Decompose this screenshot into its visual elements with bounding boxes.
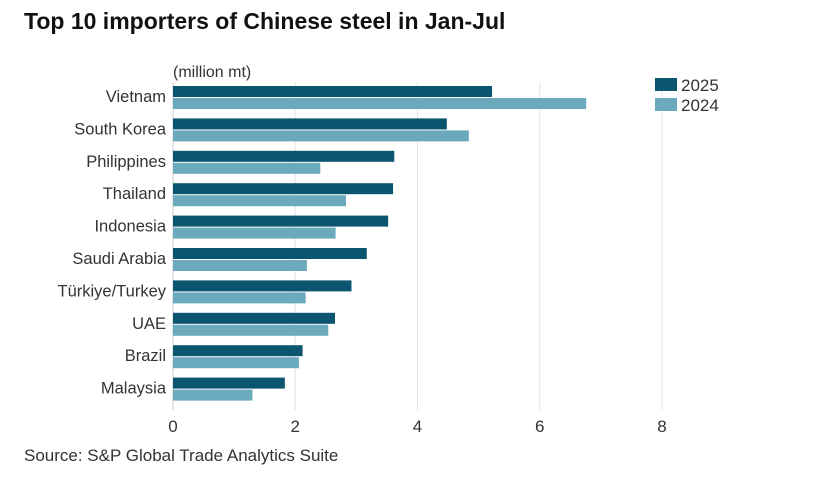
category-label: Brazil: [125, 347, 166, 365]
x-tick-label: 6: [535, 417, 544, 436]
legend-label: 2024: [681, 96, 719, 115]
bar-2025: [173, 248, 367, 259]
category-label: Vietnam: [106, 88, 166, 106]
unit-label: (million mt): [173, 64, 251, 81]
x-tick-label: 0: [168, 417, 177, 436]
category-label: Thailand: [103, 185, 166, 203]
legend-label: 2025: [681, 76, 719, 95]
bar-2024: [173, 292, 306, 304]
source-note: Source: S&P Global Trade Analytics Suite: [24, 446, 339, 465]
x-tick-label: 4: [413, 417, 422, 436]
bar-2025: [173, 345, 303, 357]
x-tick-label: 2: [291, 417, 300, 436]
bar-2025: [173, 86, 493, 97]
bar-2025: [173, 215, 389, 227]
bar-2024: [173, 227, 336, 239]
category-label: Indonesia: [94, 218, 166, 236]
category-label: UAE: [132, 315, 166, 333]
category-label: Türkiye/Turkey: [58, 282, 167, 300]
bar-2025: [173, 150, 395, 162]
bar-2025: [173, 183, 394, 195]
bar-2024: [173, 162, 321, 174]
bar-2025: [173, 118, 447, 130]
bar-2024: [173, 130, 469, 142]
category-label: South Korea: [74, 120, 167, 138]
bar-2024: [173, 324, 329, 336]
legend-swatch-2025: [655, 78, 677, 91]
bar-2024: [173, 357, 299, 369]
bar-2025: [173, 280, 352, 292]
x-tick-label: 8: [657, 417, 666, 436]
bar-2024: [173, 389, 253, 401]
bar-2025: [173, 312, 335, 324]
bar-2025: [173, 377, 285, 389]
category-label: Malaysia: [101, 380, 167, 398]
category-label: Philippines: [86, 153, 166, 171]
chart-title: Top 10 importers of Chinese steel in Jan…: [24, 8, 506, 34]
category-label: Saudi Arabia: [72, 250, 166, 268]
legend-swatch-2024: [655, 98, 677, 111]
bar-2024: [173, 98, 587, 109]
bar-2024: [173, 195, 346, 207]
bar-2024: [173, 260, 307, 271]
